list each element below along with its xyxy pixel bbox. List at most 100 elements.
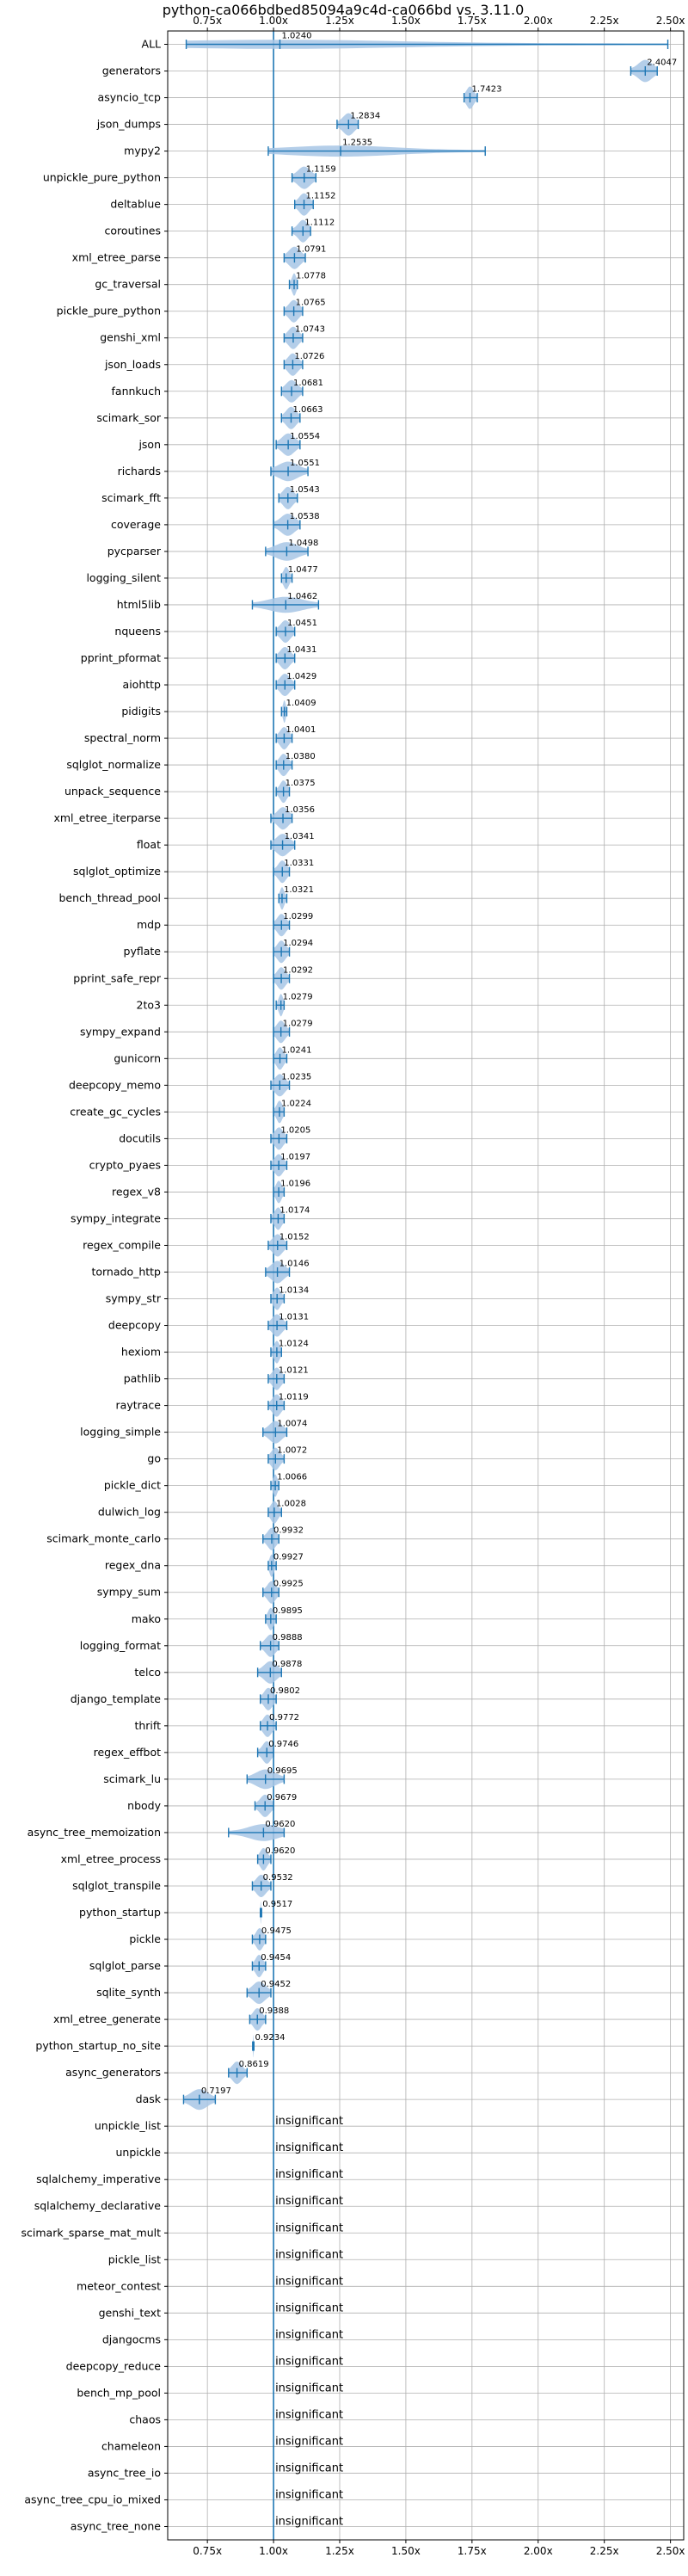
value-label: 1.0072 xyxy=(277,1446,307,1456)
benchmark-label: sqlite_synth xyxy=(96,1986,161,1999)
value-label: 0.9475 xyxy=(261,1926,292,1936)
value-label: 1.1159 xyxy=(306,165,336,175)
chart-title: python-ca066bdbed85094a9c4d-ca066bd vs. … xyxy=(163,2,525,18)
value-label: 1.0197 xyxy=(280,1152,310,1162)
insignificant-label: insignificant xyxy=(275,2382,343,2394)
value-label: 1.0240 xyxy=(281,32,311,41)
benchmark-label: pickle xyxy=(129,1932,161,1945)
benchmark-label: json_dumps xyxy=(96,118,161,131)
benchmark-label: sqlalchemy_declarative xyxy=(34,2199,162,2212)
value-label: 1.0279 xyxy=(283,1019,313,1028)
insignificant-label: insignificant xyxy=(275,2408,343,2421)
benchmark-label: deepcopy xyxy=(108,1319,162,1332)
benchmark-label: async_generators xyxy=(65,2066,161,2079)
benchmark-label: sympy_str xyxy=(106,1292,162,1305)
value-label: 0.9234 xyxy=(255,2033,286,2043)
value-label: 1.0331 xyxy=(284,859,314,868)
value-label: 1.0299 xyxy=(283,912,313,921)
value-label: 0.9746 xyxy=(268,1740,298,1749)
benchmark-label: mako xyxy=(132,1612,161,1625)
value-label: 1.0321 xyxy=(284,885,314,895)
x-tick-label-top: 2.50x xyxy=(656,15,685,27)
value-label: 0.9454 xyxy=(261,1953,291,1963)
benchmark-label: pathlib xyxy=(124,1372,161,1385)
insignificant-label: insignificant xyxy=(275,2195,343,2208)
benchmark-label: sqlglot_normalize xyxy=(66,758,161,771)
benchmark-label: mypy2 xyxy=(124,145,161,157)
x-tick-label-top: 2.00x xyxy=(524,15,553,27)
benchmark-label: nqueens xyxy=(114,625,161,638)
value-label: 0.8619 xyxy=(239,2060,269,2069)
benchmark-label: ALL xyxy=(142,38,162,51)
benchmark-label: sympy_expand xyxy=(80,1025,161,1038)
benchmark-label: hexiom xyxy=(121,1346,161,1359)
insignificant-label: insignificant xyxy=(275,2328,343,2341)
benchmark-label: xml_etree_iterparse xyxy=(53,811,161,824)
benchmark-label: thrift xyxy=(134,1719,161,1732)
benchmark-label: pycparser xyxy=(108,545,162,558)
x-tick-label-bottom: 0.75x xyxy=(193,2545,222,2557)
value-label: 1.0134 xyxy=(279,1286,309,1296)
benchmark-label: nbody xyxy=(127,1799,161,1812)
value-label: 1.2834 xyxy=(350,112,380,121)
benchmark-label: sqlalchemy_imperative xyxy=(36,2172,161,2185)
value-label: 1.0356 xyxy=(285,805,315,815)
insignificant-label: insignificant xyxy=(275,2222,343,2234)
benchmark-label: scimark_sparse_mat_mult xyxy=(22,2226,162,2239)
benchmark-label: 2to3 xyxy=(137,998,161,1011)
value-label: 1.0174 xyxy=(280,1205,310,1215)
benchmark-label: pprint_pformat xyxy=(81,651,161,664)
value-label: 0.9532 xyxy=(263,1873,293,1883)
benchmark-label: sympy_sum xyxy=(97,1586,161,1599)
benchmark-label: genshi_xml xyxy=(100,331,161,344)
benchmark-label: xml_etree_parse xyxy=(72,251,162,264)
insignificant-label: insignificant xyxy=(275,2302,343,2314)
value-label: 0.9802 xyxy=(270,1686,300,1696)
value-label: 1.0066 xyxy=(277,1473,307,1482)
benchmark-label: json_loads xyxy=(104,358,161,371)
benchmark-label: sqlglot_optimize xyxy=(73,865,161,878)
benchmark-label: sqlglot_transpile xyxy=(72,1879,161,1892)
benchmark-label: spectral_norm xyxy=(84,731,161,744)
value-label: 1.0726 xyxy=(294,352,324,361)
benchmark-label: coverage xyxy=(111,518,161,531)
value-label: 0.9932 xyxy=(273,1526,304,1536)
benchmark-label: django_template xyxy=(71,1692,162,1705)
value-label: 1.0292 xyxy=(283,965,313,975)
value-label: 0.9895 xyxy=(273,1606,303,1616)
benchmark-label: unpickle_pure_python xyxy=(43,171,161,184)
benchmark-label: chameleon xyxy=(101,2439,161,2452)
value-label: 1.0375 xyxy=(286,779,316,788)
benchmark-label: create_gc_cycles xyxy=(70,1105,161,1118)
benchmark-label: asyncio_tcp xyxy=(98,91,162,104)
value-label: 1.0380 xyxy=(286,752,316,761)
benchmark-label: html5lib xyxy=(117,598,161,611)
x-tick-label-bottom: 2.50x xyxy=(656,2545,685,2557)
value-label: 1.1152 xyxy=(306,192,336,201)
value-label: 1.0451 xyxy=(287,619,317,628)
benchmark-label: async_tree_none xyxy=(71,2519,162,2532)
benchmark-label: json xyxy=(138,438,161,451)
benchmark-label: dulwich_log xyxy=(98,1506,161,1519)
benchmark-label: regex_dna xyxy=(105,1559,161,1572)
value-label: 1.0791 xyxy=(296,245,326,255)
benchmark-label: gunicorn xyxy=(114,1051,161,1064)
value-label: 1.0778 xyxy=(296,272,326,281)
value-label: 1.0241 xyxy=(281,1045,311,1055)
x-tick-label-top: 1.25x xyxy=(325,15,354,27)
value-label: 1.0663 xyxy=(292,405,322,415)
x-tick-label-bottom: 1.75x xyxy=(458,2545,487,2557)
value-label: 1.0205 xyxy=(280,1125,310,1135)
plot-frame xyxy=(167,30,685,2541)
benchmark-label: chaos xyxy=(129,2413,161,2425)
x-tick-label-top: 0.75x xyxy=(193,15,222,27)
value-label: 0.9927 xyxy=(273,1553,304,1562)
benchmark-label: mdp xyxy=(137,918,161,931)
x-tick-label-top: 2.25x xyxy=(590,15,619,27)
benchmark-label: coroutines xyxy=(105,225,161,237)
value-label: 1.0431 xyxy=(286,645,316,655)
value-label: 1.0429 xyxy=(286,672,316,681)
x-tick-label-top: 1.00x xyxy=(259,15,288,27)
benchmark-label: djangocms xyxy=(102,2333,161,2345)
